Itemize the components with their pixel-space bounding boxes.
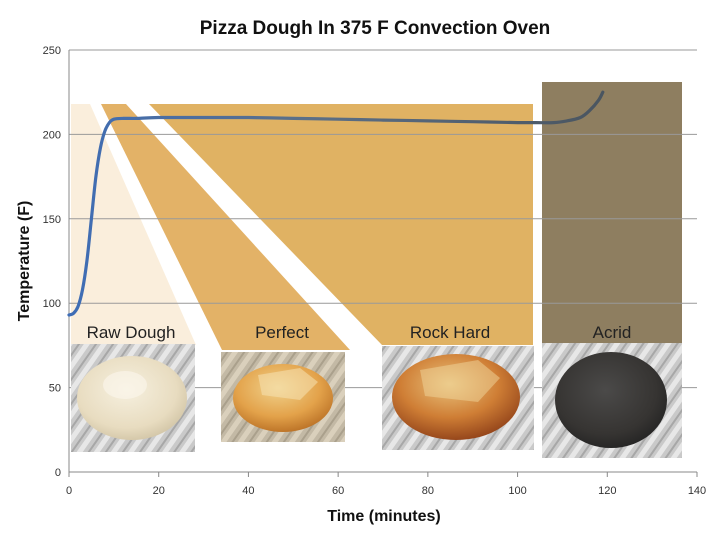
y-axis-title: Temperature (F) [16,201,33,322]
rock-hard-dough-photo [382,346,534,450]
raw-dough-photo [71,344,195,452]
temperature-series-line [67,90,605,317]
y-axis-ticks: 0 50 100 150 200 250 [43,45,61,479]
x-axis-title: Time (minutes) [327,508,441,525]
stage-bands [71,82,682,350]
y-tick-label: 250 [43,45,61,57]
x-tick-label: 120 [598,485,616,497]
stage-band-acrid [542,82,682,345]
stage-band-raw-dough [71,104,196,345]
stage-label-rock-hard: Rock Hard [410,323,490,342]
x-tick-label: 80 [422,485,434,497]
y-tick-label: 200 [43,129,61,141]
x-tick-label: 40 [242,485,254,497]
x-axis-ticks: 0 20 40 60 80 100 120 140 [66,472,706,497]
x-tick-label: 0 [66,485,72,497]
x-tick-label: 60 [332,485,344,497]
stage-band-rock-hard [149,104,533,345]
x-tick-label: 20 [153,485,165,497]
y-tick-label: 100 [43,298,61,310]
perfect-dough-photo [221,352,345,442]
acrid-dough-photo [542,343,682,458]
y-tick-label: 50 [49,383,61,395]
stage-band-perfect [101,104,350,350]
chart-title: Pizza Dough In 375 F Convection Oven [200,18,551,39]
stage-label-acrid: Acrid [593,323,632,342]
stage-label-perfect: Perfect [255,323,309,342]
x-tick-label: 100 [508,485,526,497]
y-tick-label: 0 [55,467,61,479]
x-tick-label: 140 [688,485,706,497]
y-tick-label: 150 [43,214,61,226]
stage-label-raw-dough: Raw Dough [87,323,176,342]
gridlines [69,49,697,389]
